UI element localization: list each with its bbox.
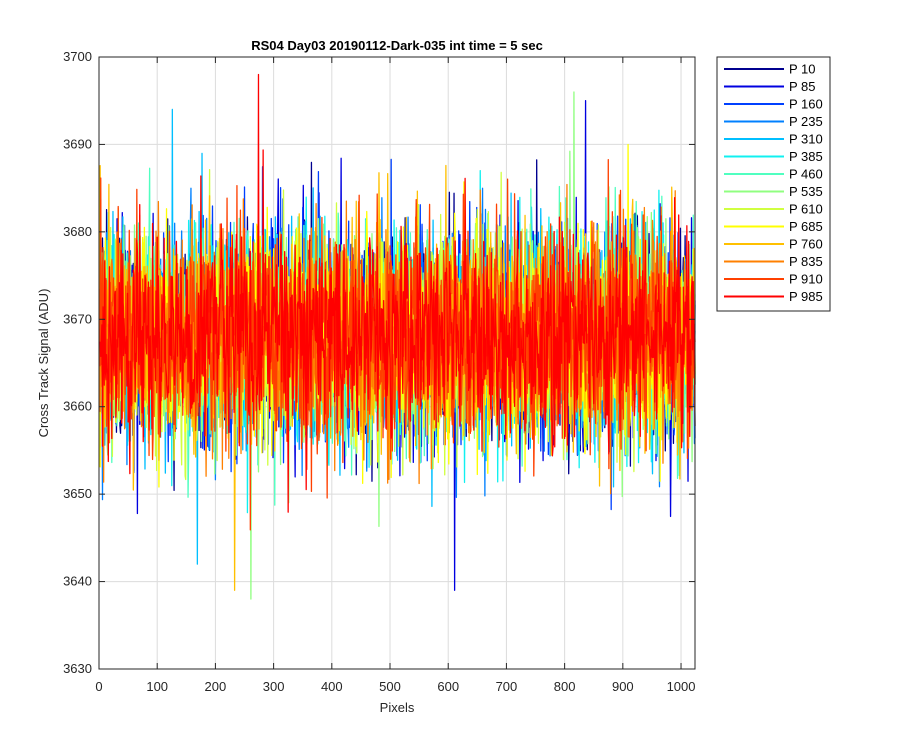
legend-item: P 985 [724, 289, 823, 304]
y-tick-label: 3700 [63, 49, 92, 64]
y-tick-label: 3670 [63, 311, 92, 326]
legend-item: P 685 [724, 219, 823, 234]
y-tick-label: 3630 [63, 661, 92, 676]
series-layer [98, 73, 696, 600]
legend-label: P 310 [789, 132, 823, 147]
legend-label: P 985 [789, 289, 823, 304]
legend-label: P 460 [789, 167, 823, 182]
legend-label: P 85 [789, 79, 816, 94]
legend-label: P 160 [789, 97, 823, 112]
axis-ticks: 0 100 200 300 400 500 600 700 800 900 1000 3630 3640… [63, 49, 695, 694]
legend-label: P 235 [789, 114, 823, 129]
legend-label: P 685 [789, 219, 823, 234]
y-tick-label: 3650 [63, 486, 92, 501]
legend-label: P 910 [789, 272, 823, 287]
legend-item: P 610 [724, 202, 823, 217]
y-axis-label: Cross Track Signal (ADU) [36, 289, 51, 438]
legend-item: P 835 [724, 254, 823, 269]
x-tick-label: 900 [612, 679, 634, 694]
y-tick-label: 3680 [63, 224, 92, 239]
legend-label: P 10 [789, 62, 816, 77]
legend-item: P 85 [724, 79, 816, 94]
legend-item: P 385 [724, 149, 823, 164]
x-tick-label: 300 [263, 679, 285, 694]
legend-label: P 610 [789, 202, 823, 217]
x-tick-label: 600 [437, 679, 459, 694]
legend: P 10 P 85 P 160 P 235 P 310 P 385 P 460 P 535 P … [716, 56, 831, 312]
y-tick-label: 3660 [63, 399, 92, 414]
legend-item: P 535 [724, 184, 823, 199]
series-line-p985 [99, 73, 696, 513]
plot-frame [98, 56, 696, 670]
x-tick-label: 800 [554, 679, 576, 694]
x-tick-label: 1000 [667, 679, 696, 694]
legend-item: P 760 [724, 237, 823, 252]
x-axis-label: Pixels [380, 700, 415, 715]
legend-item: P 310 [724, 132, 823, 147]
x-tick-label: 0 [95, 679, 102, 694]
legend-label: P 385 [789, 149, 823, 164]
x-tick-label: 100 [146, 679, 168, 694]
x-tick-label: 500 [379, 679, 401, 694]
legend-item: P 235 [724, 114, 823, 129]
legend-item: P 160 [724, 97, 823, 112]
legend-label: P 835 [789, 254, 823, 269]
legend-item: P 910 [724, 272, 823, 287]
legend-box [716, 56, 831, 312]
legend-label: P 535 [789, 184, 823, 199]
x-tick-label: 700 [496, 679, 518, 694]
x-tick-label: 200 [205, 679, 227, 694]
chart-title: RS04 Day03 20190112-Dark-035 int time = … [251, 38, 543, 53]
legend-item: P 10 [724, 62, 816, 77]
legend-item: P 460 [724, 167, 823, 182]
legend-label: P 760 [789, 237, 823, 252]
y-tick-label: 3690 [63, 136, 92, 151]
y-tick-label: 3640 [63, 574, 92, 589]
x-tick-label: 400 [321, 679, 343, 694]
